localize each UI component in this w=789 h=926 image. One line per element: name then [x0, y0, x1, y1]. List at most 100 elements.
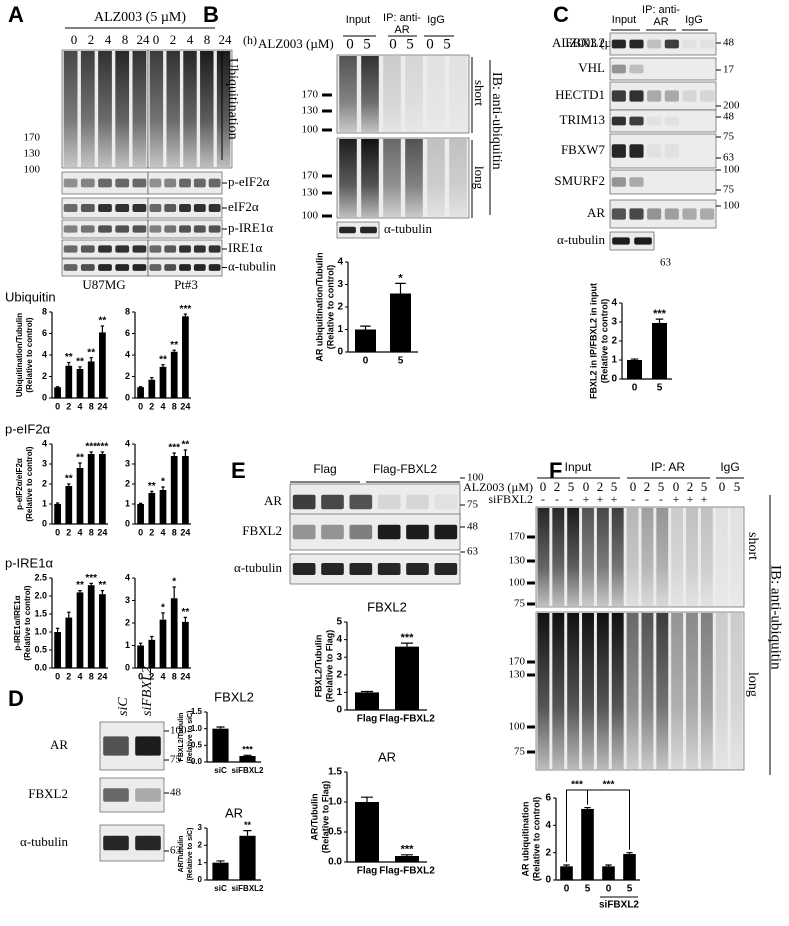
significance: ***	[97, 442, 109, 453]
x-tick-label: 24	[180, 671, 190, 681]
panel-label: E	[231, 458, 246, 483]
row-label: p-IRE1α	[228, 220, 273, 235]
blot-lane	[405, 139, 423, 217]
lane-label: 0	[153, 32, 160, 47]
bar	[99, 594, 106, 668]
bar	[137, 387, 144, 398]
y-axis-label: AR/Tubulin	[309, 793, 319, 840]
blot-band	[115, 204, 130, 212]
lane-label: 2	[88, 32, 95, 47]
blot-band	[149, 264, 162, 271]
bar	[87, 361, 95, 398]
blot	[609, 231, 655, 251]
blot-band	[179, 245, 191, 253]
bar	[355, 802, 379, 862]
significance: ***	[85, 442, 97, 453]
blot-band	[208, 245, 221, 253]
y-axis-label: FBXL2 in IP/FBXL2 in input	[588, 283, 598, 399]
error-bar	[584, 806, 591, 809]
error-bar	[216, 726, 225, 729]
blot-band	[80, 204, 95, 212]
bar	[355, 329, 376, 352]
x-tick-label: 8	[172, 401, 177, 411]
y-tick-label: 2	[125, 371, 130, 381]
error-bar	[100, 325, 105, 333]
mw-marker: 75	[170, 754, 182, 766]
x-tick-label: 0	[55, 671, 60, 681]
blot-band	[80, 264, 95, 271]
x-tick-label: 0	[55, 401, 60, 411]
blot-lane	[700, 508, 713, 606]
blot-lane	[656, 508, 669, 606]
bar	[76, 592, 84, 668]
chart-title: AR	[378, 749, 396, 764]
y-axis-label: (Relative to control)	[25, 317, 34, 392]
x-tick-label: 5	[657, 383, 663, 394]
blot-band	[208, 225, 221, 233]
y-tick-label: 4	[336, 634, 342, 645]
blot-band	[321, 524, 344, 540]
y-tick-label: 1.5	[191, 707, 203, 716]
blot-lane	[686, 613, 698, 769]
mw-marker: 100	[467, 472, 484, 484]
error-bar	[150, 376, 154, 380]
row-label: α-tubulin	[20, 834, 68, 849]
group-label: siFBXL2	[599, 900, 639, 911]
mw-marker: 100	[509, 721, 526, 733]
error-bar	[150, 490, 154, 493]
mw-tick	[527, 673, 535, 677]
cell-label: U87MG	[82, 277, 125, 292]
lane-label: 2	[644, 479, 651, 494]
y-tick-label: 2	[336, 669, 342, 680]
significance: ***	[401, 632, 415, 644]
blot-band	[321, 563, 344, 575]
error-bar	[183, 313, 188, 317]
sign-label: -	[569, 492, 573, 506]
blot-band	[135, 736, 161, 756]
y-axis-label: (Relative to control)	[25, 446, 34, 521]
bar	[65, 617, 73, 668]
y-axis-label: (Relative to control)	[531, 797, 541, 882]
x-tick-label: 4	[77, 527, 82, 537]
significance: *	[172, 577, 176, 588]
y-tick-label: 1.0	[34, 626, 47, 636]
blot	[336, 221, 380, 239]
blot-band	[115, 178, 130, 188]
mw-marker: 130	[509, 669, 526, 681]
y-tick-label: 2	[42, 478, 47, 488]
mw-marker: 170	[509, 656, 526, 668]
blot-band	[98, 178, 112, 188]
bar	[65, 486, 73, 524]
x-tick-label: siFBXL2	[231, 766, 264, 775]
blot-band	[63, 264, 78, 271]
blot-lane	[626, 508, 639, 606]
group-label: IgG	[720, 460, 739, 474]
x-tick-label: Flag	[357, 714, 378, 725]
blot-lane	[611, 613, 624, 769]
lane-label: 2	[597, 479, 604, 494]
mw-marker: 130	[24, 148, 41, 160]
mw-tick	[322, 93, 332, 97]
x-tick-label: 8	[89, 527, 94, 537]
y-tick-label: 2	[125, 617, 130, 627]
y-tick-label: 3	[42, 458, 47, 468]
y-tick-label: 0	[198, 875, 203, 884]
blot-lane	[339, 139, 357, 217]
blot-band	[612, 237, 630, 245]
y-axis-label: (Relative to Flag)	[324, 630, 334, 703]
blot-lane	[671, 508, 684, 606]
lane-label: 2	[170, 32, 177, 47]
significance: **	[170, 340, 178, 351]
mw-marker: 75	[514, 746, 526, 758]
blot-band	[63, 178, 78, 188]
blot-band	[647, 116, 662, 126]
bar	[627, 360, 642, 379]
significance: ***	[85, 573, 97, 584]
y-tick-label: 2.5	[34, 572, 47, 582]
blot-band	[611, 144, 626, 158]
blot-band	[208, 178, 221, 188]
error-bar	[150, 635, 154, 640]
knockdown-label: siFBXL2	[488, 492, 533, 506]
blot-band	[629, 39, 644, 49]
